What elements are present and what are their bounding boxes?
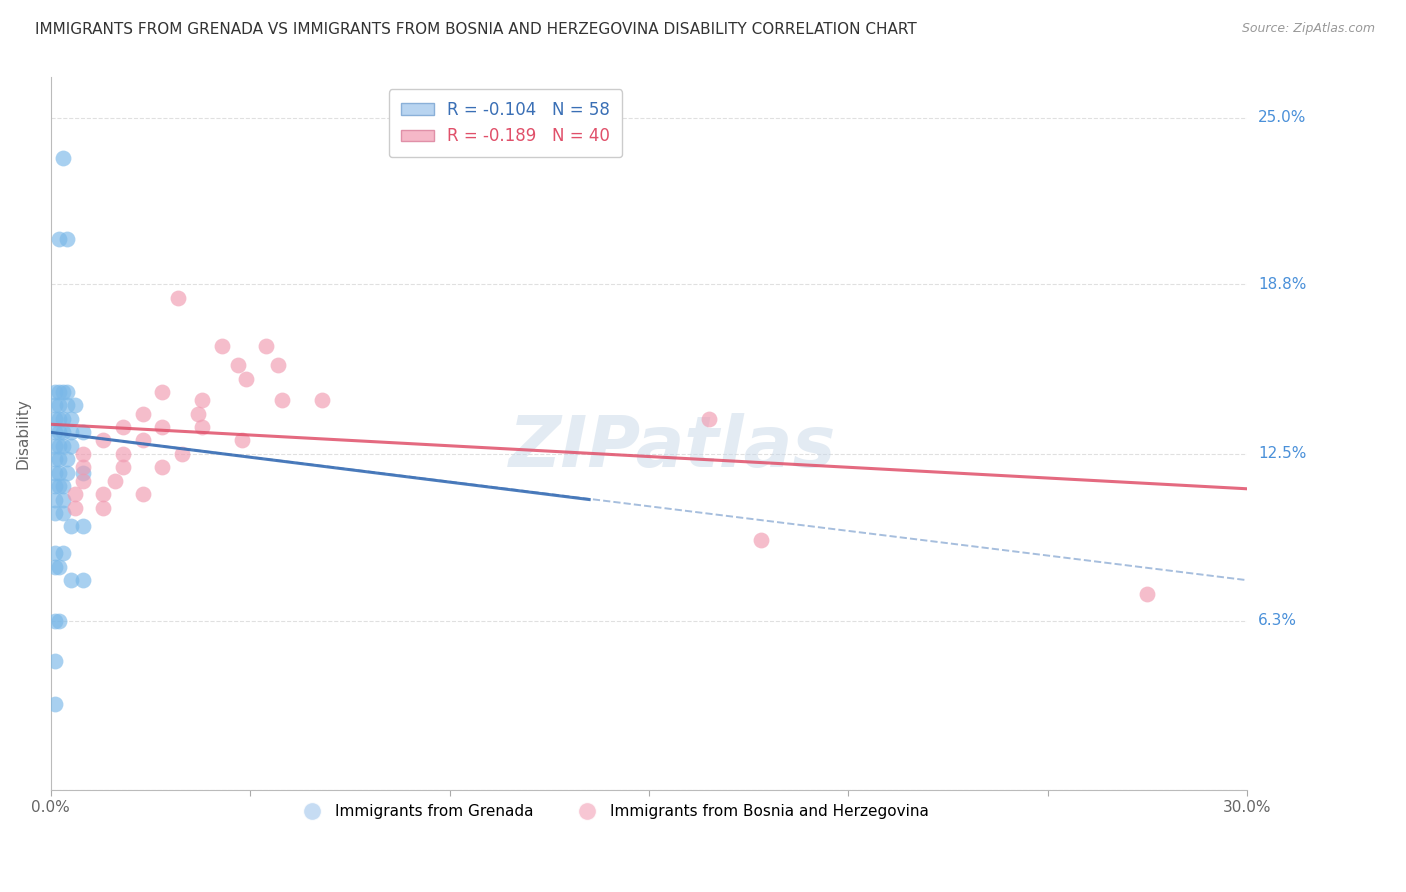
Point bbox=[48, 425, 70, 440]
Point bbox=[131, 487, 153, 501]
Point bbox=[44, 654, 66, 668]
Point bbox=[44, 384, 66, 399]
Legend: Immigrants from Grenada, Immigrants from Bosnia and Herzegovina: Immigrants from Grenada, Immigrants from… bbox=[291, 797, 935, 825]
Point bbox=[91, 487, 114, 501]
Point bbox=[191, 393, 214, 408]
Point bbox=[44, 466, 66, 480]
Point bbox=[44, 439, 66, 453]
Point bbox=[226, 358, 249, 372]
Point bbox=[55, 384, 77, 399]
Point bbox=[111, 460, 134, 475]
Point bbox=[63, 399, 86, 413]
Point bbox=[48, 479, 70, 493]
Text: 18.8%: 18.8% bbox=[1258, 277, 1306, 292]
Point bbox=[91, 500, 114, 515]
Point bbox=[267, 358, 290, 372]
Point bbox=[72, 425, 94, 440]
Point bbox=[52, 151, 75, 165]
Point bbox=[697, 412, 720, 426]
Point bbox=[63, 500, 86, 515]
Point bbox=[52, 479, 75, 493]
Point bbox=[44, 479, 66, 493]
Text: 12.5%: 12.5% bbox=[1258, 446, 1306, 461]
Point bbox=[44, 412, 66, 426]
Text: Source: ZipAtlas.com: Source: ZipAtlas.com bbox=[1241, 22, 1375, 36]
Point bbox=[44, 697, 66, 711]
Point bbox=[44, 546, 66, 560]
Point bbox=[44, 492, 66, 507]
Point bbox=[48, 439, 70, 453]
Point bbox=[48, 466, 70, 480]
Point bbox=[131, 407, 153, 421]
Point bbox=[91, 434, 114, 448]
Point bbox=[55, 452, 77, 467]
Point bbox=[1136, 587, 1159, 601]
Point bbox=[59, 425, 82, 440]
Point bbox=[48, 232, 70, 246]
Point bbox=[152, 384, 174, 399]
Point bbox=[72, 447, 94, 461]
Point bbox=[191, 420, 214, 434]
Point bbox=[59, 573, 82, 587]
Point bbox=[55, 466, 77, 480]
Point bbox=[211, 339, 233, 353]
Point bbox=[55, 399, 77, 413]
Point bbox=[72, 573, 94, 587]
Point bbox=[749, 533, 772, 547]
Text: ZIPatlas: ZIPatlas bbox=[509, 413, 837, 483]
Point bbox=[59, 439, 82, 453]
Point bbox=[187, 407, 209, 421]
Point bbox=[152, 420, 174, 434]
Point bbox=[48, 399, 70, 413]
Point bbox=[48, 452, 70, 467]
Point bbox=[44, 506, 66, 520]
Point bbox=[131, 434, 153, 448]
Point bbox=[172, 447, 194, 461]
Point bbox=[72, 466, 94, 480]
Point bbox=[52, 384, 75, 399]
Point bbox=[271, 393, 294, 408]
Text: IMMIGRANTS FROM GRENADA VS IMMIGRANTS FROM BOSNIA AND HERZEGOVINA DISABILITY COR: IMMIGRANTS FROM GRENADA VS IMMIGRANTS FR… bbox=[35, 22, 917, 37]
Point bbox=[44, 452, 66, 467]
Point bbox=[48, 384, 70, 399]
Point bbox=[111, 420, 134, 434]
Point bbox=[55, 232, 77, 246]
Point bbox=[72, 474, 94, 488]
Point bbox=[167, 291, 190, 305]
Point bbox=[111, 447, 134, 461]
Point bbox=[52, 425, 75, 440]
Point bbox=[63, 487, 86, 501]
Point bbox=[52, 506, 75, 520]
Point bbox=[104, 474, 127, 488]
Text: 6.3%: 6.3% bbox=[1258, 613, 1298, 628]
Point bbox=[59, 412, 82, 426]
Point bbox=[44, 399, 66, 413]
Point bbox=[44, 559, 66, 574]
Text: 25.0%: 25.0% bbox=[1258, 111, 1306, 125]
Y-axis label: Disability: Disability bbox=[15, 398, 30, 469]
Point bbox=[72, 519, 94, 533]
Point bbox=[311, 393, 333, 408]
Point bbox=[48, 614, 70, 628]
Point bbox=[52, 546, 75, 560]
Point bbox=[52, 439, 75, 453]
Point bbox=[231, 434, 253, 448]
Point bbox=[235, 371, 257, 385]
Point bbox=[48, 559, 70, 574]
Point bbox=[59, 519, 82, 533]
Point bbox=[48, 412, 70, 426]
Point bbox=[44, 425, 66, 440]
Point bbox=[152, 460, 174, 475]
Point bbox=[72, 460, 94, 475]
Point bbox=[254, 339, 277, 353]
Point bbox=[52, 492, 75, 507]
Point bbox=[44, 614, 66, 628]
Point bbox=[52, 412, 75, 426]
